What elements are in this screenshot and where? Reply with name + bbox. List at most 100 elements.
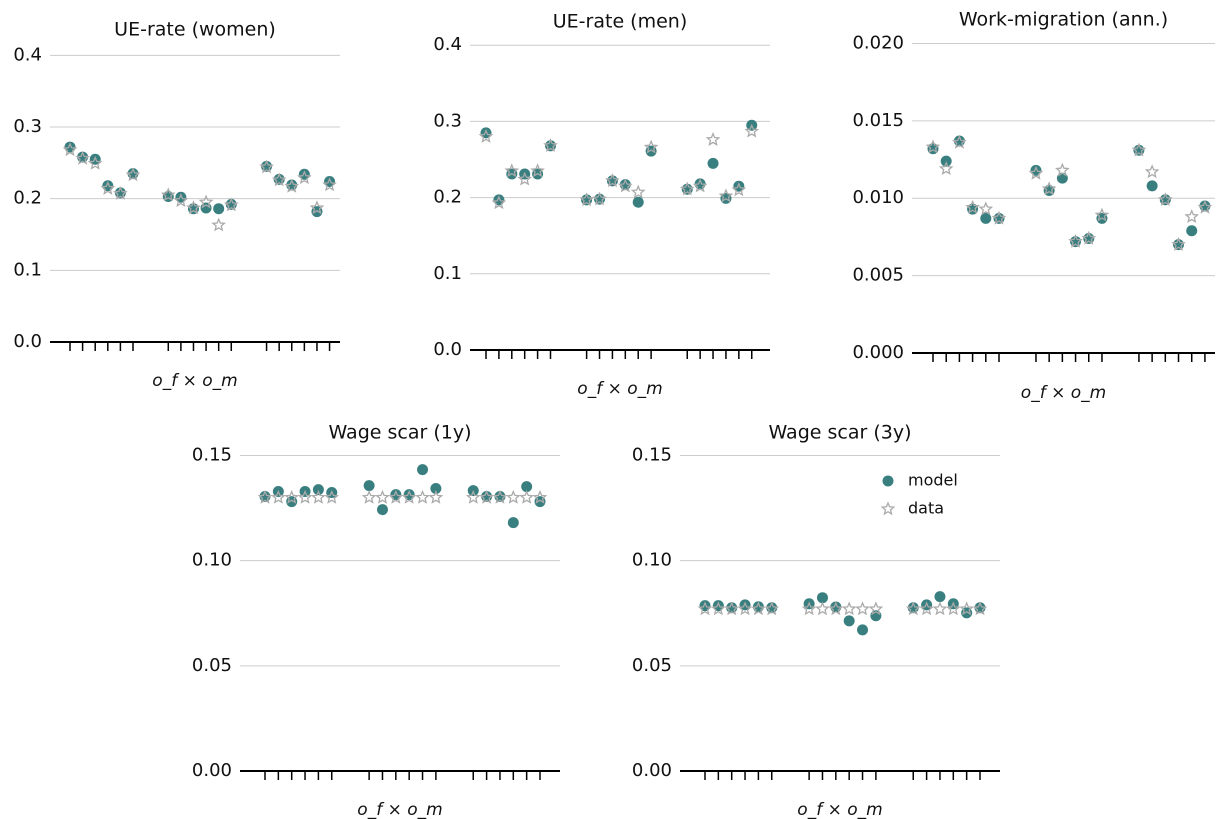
data-point [75, 150, 90, 165]
model-point [816, 592, 828, 604]
y-tick-label: 0.10 [632, 550, 672, 571]
data-point [311, 489, 326, 504]
chart-title: UE-rate (women) [114, 19, 276, 41]
model-point [733, 180, 745, 192]
data-point [1028, 165, 1044, 180]
data-point [1171, 236, 1186, 251]
data-point [223, 197, 239, 212]
data-point [309, 200, 325, 215]
data-point [1081, 230, 1097, 245]
x-axis-label: o_f × o_m [797, 800, 882, 819]
data-point [828, 601, 844, 616]
y-tick-label: 0.15 [632, 445, 672, 466]
data-point [945, 601, 961, 616]
model-point [857, 624, 869, 636]
data-point [711, 601, 726, 616]
data-point [324, 489, 340, 504]
data-point [855, 601, 870, 616]
chart-title: UE-rate (men) [553, 11, 687, 33]
data-point [991, 210, 1007, 225]
data-point [1197, 199, 1213, 214]
data-point [718, 188, 734, 203]
data-point [517, 171, 533, 186]
data-point [801, 601, 817, 616]
x-axis-label: o_f × o_m [1021, 383, 1106, 403]
data-point [579, 192, 594, 207]
model-point [1030, 164, 1042, 176]
y-tick-label: 0.000 [852, 342, 904, 363]
data-point [905, 601, 921, 616]
y-tick-label: 0.05 [632, 655, 672, 676]
y-tick-label: 0.00 [632, 760, 672, 781]
data-point [543, 138, 558, 153]
chart-title: Wage scar (3y) [768, 422, 911, 444]
y-tick-label: 0.4 [13, 44, 42, 65]
data-point [428, 489, 444, 504]
data-point [1131, 142, 1147, 157]
y-tick-label: 0.05 [192, 655, 232, 676]
model-point [632, 196, 644, 208]
data-point [592, 191, 607, 206]
data-point [297, 489, 313, 504]
data-point [932, 601, 948, 616]
data-point [465, 489, 481, 504]
data-point [697, 601, 713, 616]
model-point [1186, 225, 1198, 237]
data-point [841, 601, 857, 616]
data-point [1068, 233, 1083, 248]
model-point [699, 600, 711, 612]
data-point [530, 163, 545, 178]
data-point [532, 489, 548, 504]
data-point [1094, 207, 1110, 222]
data-point [297, 170, 312, 185]
data-point [519, 489, 534, 504]
data-point [284, 178, 300, 193]
data-point [737, 601, 753, 616]
data-point [257, 489, 273, 504]
data-point [198, 194, 214, 209]
y-tick-label: 0.3 [433, 110, 462, 131]
x-axis-label: o_f × o_m [357, 800, 442, 819]
data-point [630, 184, 646, 199]
y-tick-label: 0.15 [192, 445, 232, 466]
data-point [972, 601, 988, 616]
y-tick-label: 0.3 [13, 116, 42, 137]
data-point [1055, 162, 1070, 177]
model-point [213, 203, 225, 215]
data-point [375, 489, 390, 504]
model-point [521, 481, 533, 493]
y-tick-label: 0.0 [433, 339, 462, 360]
data-point [965, 199, 980, 214]
legend-marker [882, 475, 894, 487]
model-point [417, 464, 429, 476]
data-point [479, 489, 494, 504]
y-tick-label: 0.1 [433, 263, 462, 284]
model-point [934, 591, 946, 603]
data-point [322, 177, 337, 192]
legend-marker [880, 501, 896, 516]
data-point [388, 489, 404, 504]
y-tick-label: 0.00 [192, 760, 232, 781]
data-point [978, 201, 994, 216]
data-point [113, 185, 128, 200]
data-point [186, 200, 201, 215]
data-point [87, 155, 103, 170]
model-point [980, 212, 992, 224]
data-point [100, 180, 116, 195]
y-tick-label: 0.1 [13, 259, 42, 280]
data-point [617, 178, 633, 193]
data-point [744, 123, 760, 138]
model-point [298, 168, 310, 180]
model-point [390, 489, 402, 501]
data-point [751, 601, 766, 616]
data-point [1158, 192, 1173, 207]
data-point [938, 161, 954, 176]
model-point [707, 157, 719, 169]
data-point [679, 181, 695, 196]
data-point [62, 142, 78, 157]
y-tick-label: 0.0 [13, 331, 42, 352]
data-point [1184, 209, 1200, 224]
model-point [430, 483, 442, 495]
model-point [712, 600, 724, 612]
data-point [815, 601, 830, 616]
